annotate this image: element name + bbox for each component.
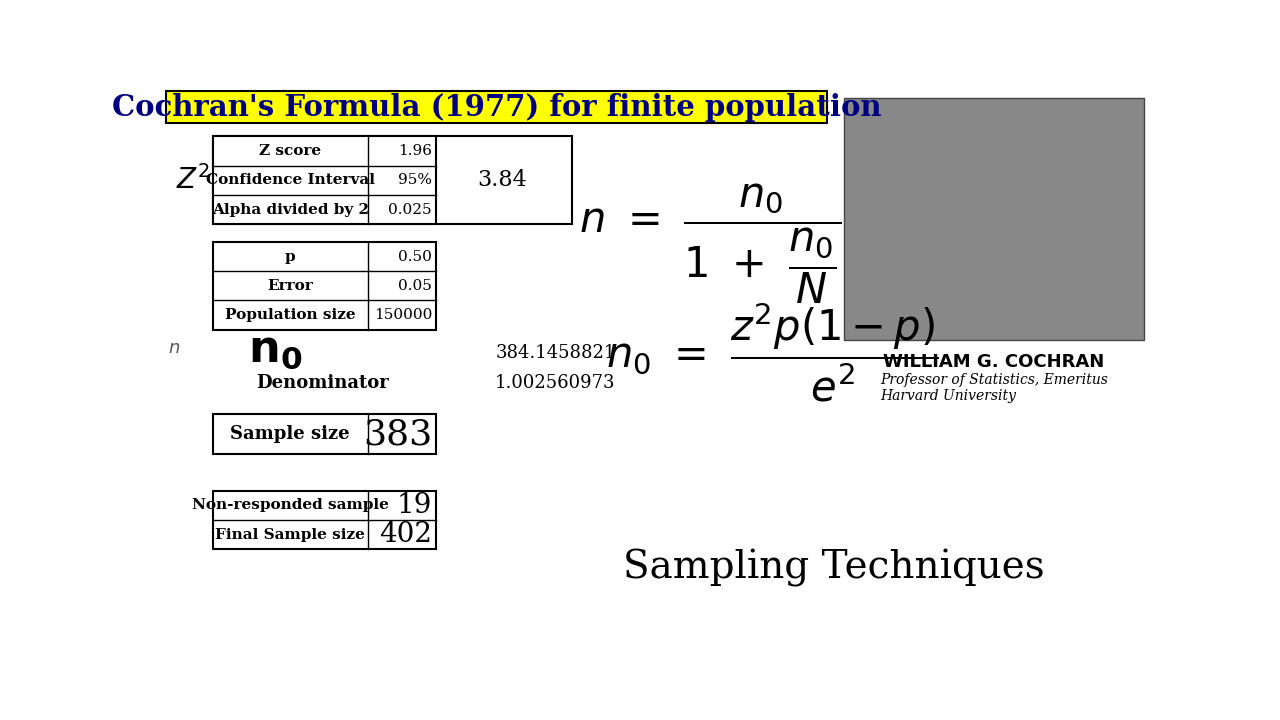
Text: 150000: 150000 xyxy=(374,308,433,322)
Text: $n_0\ =\ \dfrac{z^2 p(1-p)}{e^2}$: $n_0\ =\ \dfrac{z^2 p(1-p)}{e^2}$ xyxy=(605,300,938,404)
Text: Final Sample size: Final Sample size xyxy=(215,528,365,541)
FancyBboxPatch shape xyxy=(166,91,827,123)
Text: 3.84: 3.84 xyxy=(477,169,526,192)
Text: Cochran's Formula (1977) for finite population: Cochran's Formula (1977) for finite popu… xyxy=(111,93,881,122)
FancyBboxPatch shape xyxy=(212,414,436,454)
Text: 0.50: 0.50 xyxy=(398,250,433,264)
Text: 1.002560973: 1.002560973 xyxy=(495,374,616,392)
Text: $n\ =\ \dfrac{n_0}{1\ +\ \dfrac{n_0}{N}}$: $n\ =\ \dfrac{n_0}{1\ +\ \dfrac{n_0}{N}}… xyxy=(579,182,841,307)
Text: $\mathbf{n_0}$: $\mathbf{n_0}$ xyxy=(247,328,302,372)
Text: Sampling Techniques: Sampling Techniques xyxy=(623,549,1044,587)
Text: 384.1458821: 384.1458821 xyxy=(495,344,616,362)
FancyBboxPatch shape xyxy=(212,490,436,549)
Text: Sample size: Sample size xyxy=(230,425,349,443)
Text: 95%: 95% xyxy=(398,174,433,187)
FancyBboxPatch shape xyxy=(844,98,1144,341)
Text: p: p xyxy=(285,250,296,264)
Text: 383: 383 xyxy=(362,417,433,451)
Text: $n$: $n$ xyxy=(168,339,180,357)
Text: $Z^2$: $Z^2$ xyxy=(175,166,210,195)
Text: WILLIAM G. COCHRAN: WILLIAM G. COCHRAN xyxy=(883,353,1105,371)
Text: Alpha divided by 2: Alpha divided by 2 xyxy=(211,202,369,217)
Text: Non-responded sample: Non-responded sample xyxy=(192,498,389,513)
Text: Z score: Z score xyxy=(259,144,321,158)
Text: Error: Error xyxy=(268,279,314,293)
Text: 0.05: 0.05 xyxy=(398,279,433,293)
Text: 1.96: 1.96 xyxy=(398,144,433,158)
Text: Professor of Statistics, Emeritus
Harvard University: Professor of Statistics, Emeritus Harvar… xyxy=(879,373,1107,403)
FancyBboxPatch shape xyxy=(212,137,436,224)
Text: Confidence Interval: Confidence Interval xyxy=(206,174,375,187)
Text: 402: 402 xyxy=(379,521,433,548)
FancyBboxPatch shape xyxy=(212,242,436,330)
Text: 19: 19 xyxy=(397,492,433,519)
Text: Population size: Population size xyxy=(225,308,356,322)
Text: 0.025: 0.025 xyxy=(388,202,433,217)
Text: Denominator: Denominator xyxy=(256,374,389,392)
